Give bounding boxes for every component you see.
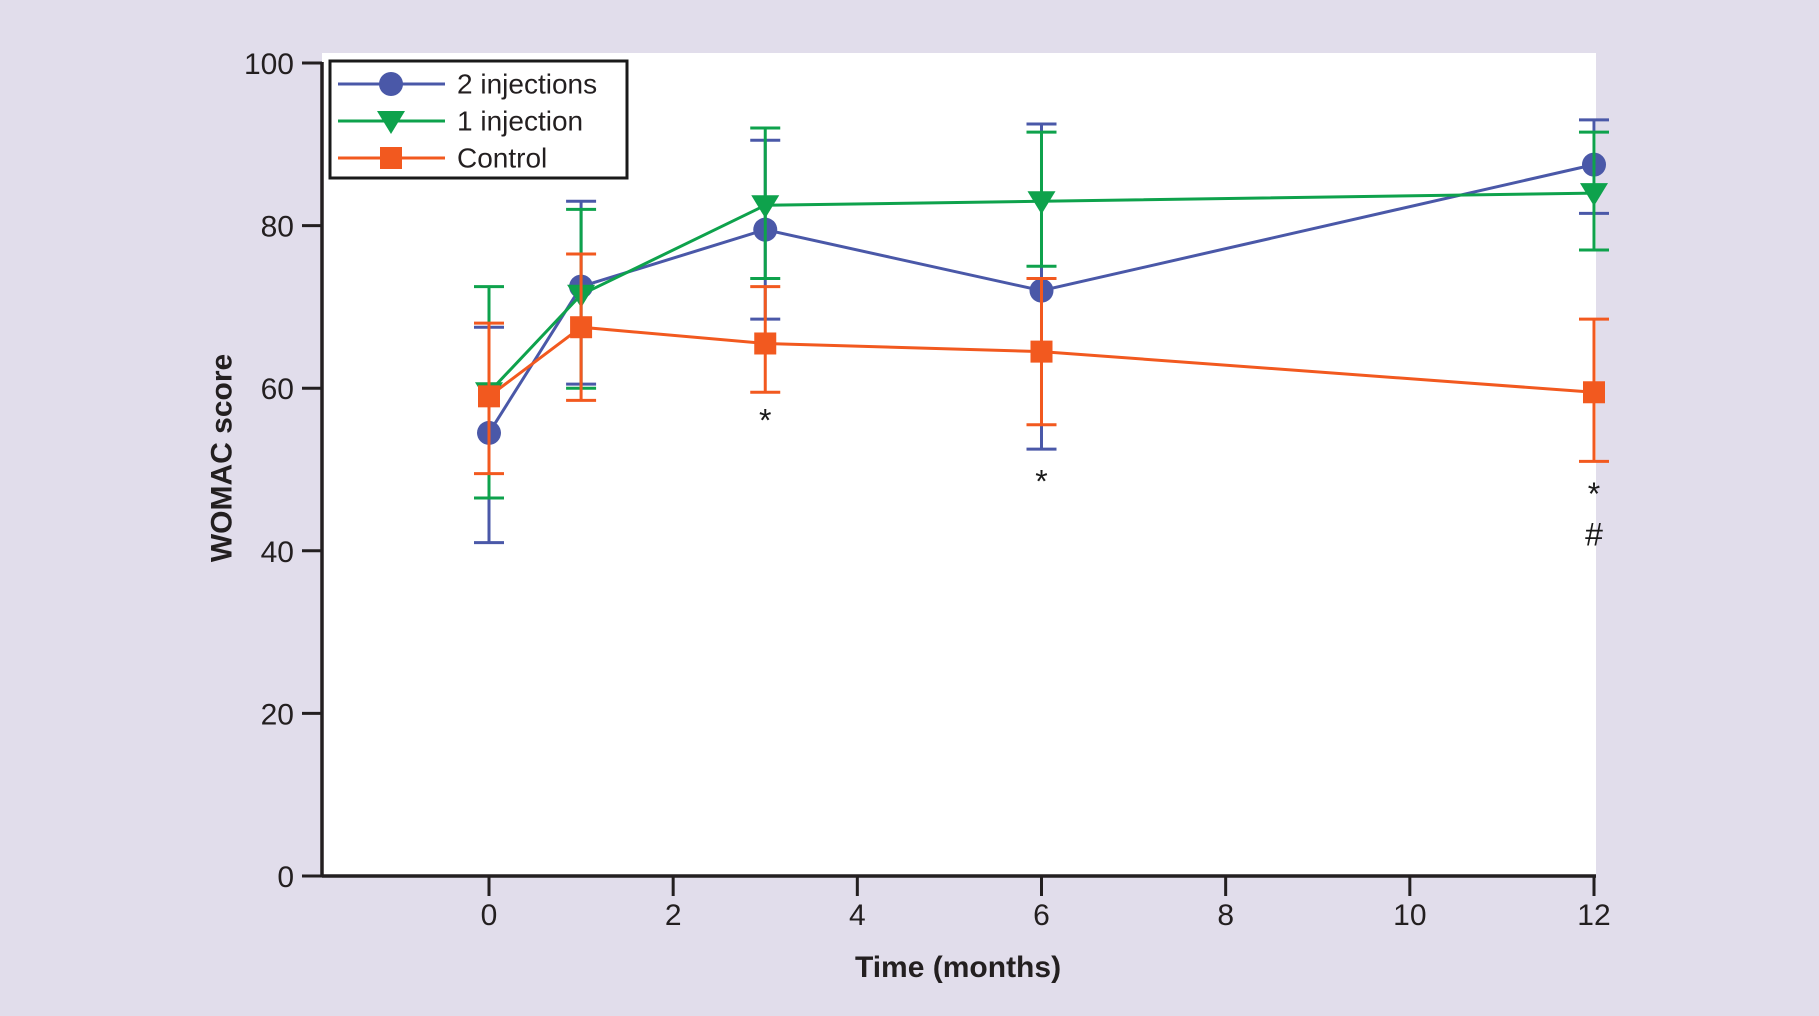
data-point-square [1582, 381, 1605, 404]
y-tick-label: 80 [261, 211, 294, 244]
x-tick-label: 0 [481, 899, 498, 932]
significance-mark: * [1035, 464, 1047, 500]
data-point-square [1030, 340, 1053, 363]
y-axis-label: WOMAC score [206, 354, 239, 562]
legend-item: 2 injections [338, 69, 597, 100]
x-axis-ticks: 0 2 4 6 8 10 12 [481, 876, 1611, 932]
legend-item: 1 injection [338, 106, 583, 137]
x-tick-label: 2 [665, 899, 682, 932]
data-point-triangle-down [751, 195, 780, 219]
legend: 2 injections 1 injection Control [328, 59, 629, 180]
data-point-square [478, 385, 500, 408]
x-tick-label: 8 [1217, 899, 1234, 932]
data-point-square [754, 332, 777, 355]
y-tick-label: 20 [261, 698, 294, 731]
x-tick-label: 12 [1577, 899, 1610, 932]
significance-mark: # [1585, 517, 1603, 553]
significance-mark: * [759, 403, 771, 439]
x-tick-label: 4 [849, 899, 866, 932]
y-tick-label: 100 [244, 48, 294, 81]
series-control [474, 252, 1609, 476]
y-axis-ticks: 0 20 40 60 80 100 [244, 48, 322, 894]
legend-label: 1 injection [457, 106, 583, 137]
data-point-square [570, 316, 593, 339]
significance-mark: * [1588, 476, 1600, 512]
significance-annotations: * * * # [759, 403, 1603, 553]
plot-area [322, 53, 1596, 876]
legend-item: Control [338, 143, 547, 174]
legend-label: Control [457, 143, 547, 174]
data-point-triangle-down [1579, 183, 1608, 207]
legend-label: 2 injections [457, 69, 597, 100]
legend-marker-circle [379, 72, 403, 96]
x-tick-label: 10 [1393, 899, 1426, 932]
legend-marker-square [380, 147, 402, 169]
y-tick-label: 0 [277, 861, 294, 894]
data-point-triangle-down [1027, 191, 1056, 215]
x-tick-label: 6 [1033, 899, 1050, 932]
y-tick-label: 60 [261, 373, 294, 406]
x-axis-label: Time (months) [855, 951, 1061, 984]
legend-marker-triangle-down [377, 111, 405, 134]
y-tick-label: 40 [261, 536, 294, 569]
